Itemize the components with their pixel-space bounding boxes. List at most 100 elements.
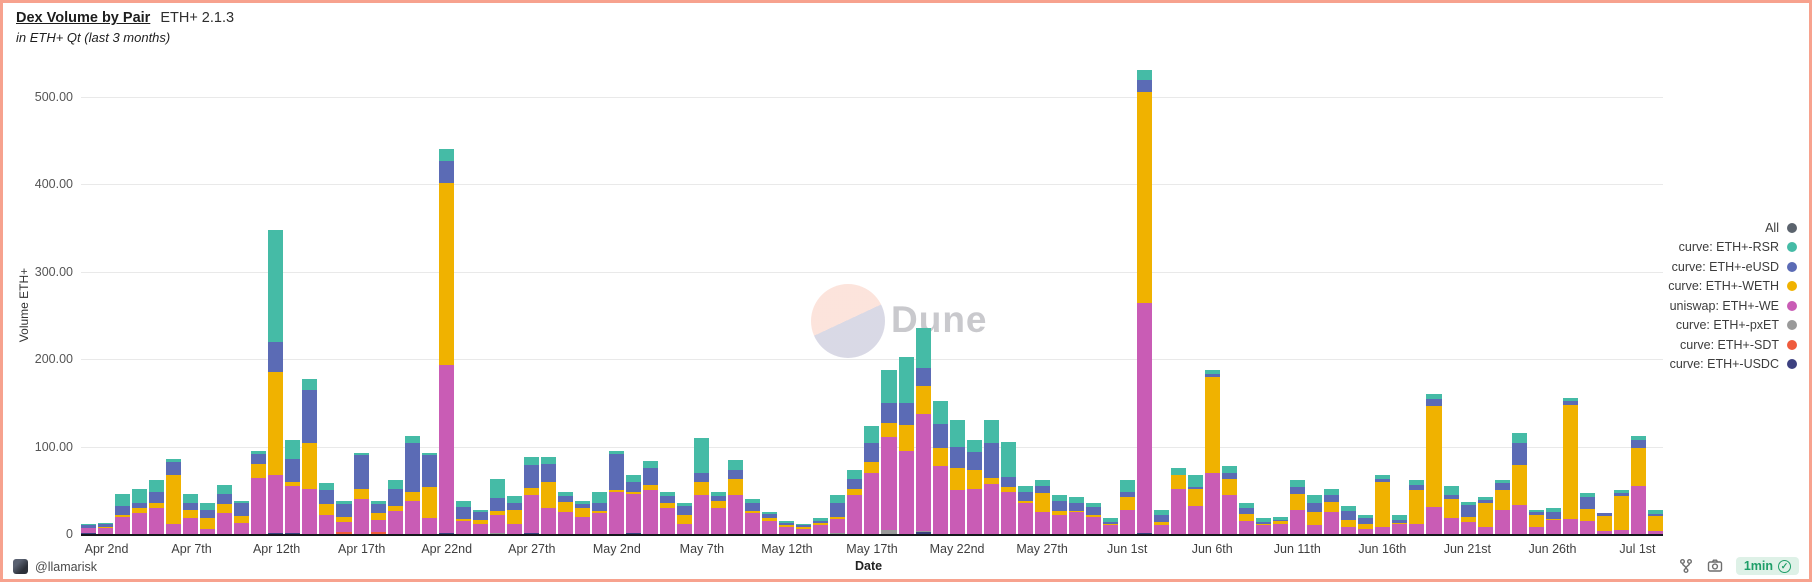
bar-jun-14[interactable] — [1341, 506, 1357, 534]
bar-may-30[interactable] — [1085, 503, 1101, 534]
bar-jun-25[interactable] — [1528, 509, 1544, 534]
bar-apr-14[interactable] — [302, 379, 318, 534]
bar-apr-12[interactable] — [268, 230, 284, 534]
bar-jun-27[interactable] — [1562, 398, 1578, 534]
bar-may-13[interactable] — [796, 523, 812, 534]
bar-may-7[interactable] — [694, 437, 710, 534]
bar-apr-24[interactable] — [472, 509, 488, 534]
refresh-interval-badge[interactable]: 1min ✓ — [1735, 557, 1799, 575]
bar-apr-10[interactable] — [234, 500, 250, 534]
bar-apr-11[interactable] — [251, 450, 267, 534]
bar-jun-13[interactable] — [1324, 488, 1340, 534]
bar-jun-16[interactable] — [1375, 474, 1391, 534]
bar-apr-4[interactable] — [132, 488, 148, 534]
bar-jun-21[interactable] — [1460, 501, 1476, 534]
bar-apr-20[interactable] — [404, 436, 420, 534]
bar-may-17[interactable] — [864, 426, 880, 534]
bar-apr-16[interactable] — [336, 500, 352, 534]
bar-may-5[interactable] — [660, 492, 676, 534]
bar-apr-18[interactable] — [370, 500, 386, 534]
bar-jun-24[interactable] — [1511, 433, 1527, 534]
legend-item-curve-eth-sdt[interactable]: curve: ETH+-SDT — [1668, 335, 1797, 355]
bar-may-23[interactable] — [966, 440, 982, 534]
legend-item-uniswap-eth-we[interactable]: uniswap: ETH+-WE — [1668, 296, 1797, 316]
bar-apr-1[interactable] — [81, 523, 97, 534]
bar-may-16[interactable] — [847, 470, 863, 534]
bar-may-2[interactable] — [608, 450, 624, 534]
bar-apr-15[interactable] — [319, 483, 335, 534]
bar-jun-8[interactable] — [1239, 503, 1255, 534]
bar-jun-4[interactable] — [1171, 468, 1187, 534]
legend-item-curve-eth-usdc[interactable]: curve: ETH+-USDC — [1668, 355, 1797, 375]
bar-apr-13[interactable] — [285, 439, 301, 534]
bar-apr-27[interactable] — [523, 457, 539, 534]
bar-apr-2[interactable] — [98, 522, 114, 534]
author-attribution[interactable]: @llamarisk — [13, 559, 97, 574]
bar-apr-19[interactable] — [387, 479, 403, 534]
bar-may-25[interactable] — [1000, 442, 1016, 534]
bar-apr-6[interactable] — [166, 458, 182, 534]
bar-may-31[interactable] — [1102, 518, 1118, 534]
camera-icon[interactable] — [1707, 558, 1723, 574]
bar-jun-10[interactable] — [1273, 516, 1289, 534]
bar-may-18[interactable] — [881, 369, 897, 534]
bar-may-9[interactable] — [728, 459, 744, 534]
bar-jun-18[interactable] — [1409, 479, 1425, 534]
bar-apr-23[interactable] — [455, 500, 471, 534]
bar-may-8[interactable] — [711, 492, 727, 534]
bar-jun-3[interactable] — [1153, 509, 1169, 534]
bar-apr-21[interactable] — [421, 452, 437, 534]
bar-may-21[interactable] — [932, 401, 948, 534]
bar-jun-5[interactable] — [1188, 474, 1204, 534]
bar-jun-29[interactable] — [1596, 513, 1612, 534]
bar-jun-30[interactable] — [1613, 490, 1629, 534]
bar-jun-7[interactable] — [1222, 465, 1238, 534]
bar-may-29[interactable] — [1068, 497, 1084, 534]
bar-jul-1[interactable] — [1630, 436, 1646, 534]
bar-may-10[interactable] — [745, 499, 761, 534]
bar-apr-22[interactable] — [438, 149, 454, 534]
bar-jul-2[interactable] — [1647, 510, 1663, 534]
bar-apr-17[interactable] — [353, 452, 369, 534]
bar-may-4[interactable] — [643, 460, 659, 534]
bar-apr-8[interactable] — [200, 502, 216, 534]
bar-jun-15[interactable] — [1358, 514, 1374, 534]
bar-jun-23[interactable] — [1494, 479, 1510, 534]
bar-jun-22[interactable] — [1477, 497, 1493, 534]
legend-item-curve-eth-rsr[interactable]: curve: ETH+-RSR — [1668, 238, 1797, 258]
bar-apr-9[interactable] — [217, 485, 233, 534]
bar-may-11[interactable] — [762, 512, 778, 534]
fork-icon[interactable] — [1678, 558, 1694, 574]
bar-may-20[interactable] — [915, 328, 931, 534]
bar-may-24[interactable] — [983, 420, 999, 534]
bar-jun-2[interactable] — [1136, 70, 1152, 534]
bar-may-1[interactable] — [591, 492, 607, 534]
chart-title-link[interactable]: Dex Volume by Pair — [16, 10, 151, 26]
bar-apr-29[interactable] — [557, 492, 573, 534]
bar-jun-12[interactable] — [1307, 494, 1323, 534]
bar-apr-3[interactable] — [115, 493, 131, 534]
bar-apr-30[interactable] — [574, 500, 590, 534]
legend-item-curve-eth-weth[interactable]: curve: ETH+-WETH — [1668, 277, 1797, 297]
bar-may-22[interactable] — [949, 420, 965, 534]
bar-may-27[interactable] — [1034, 479, 1050, 534]
bar-may-14[interactable] — [813, 518, 829, 534]
bar-may-15[interactable] — [830, 494, 846, 534]
bar-jun-28[interactable] — [1579, 492, 1595, 534]
bar-apr-26[interactable] — [506, 496, 522, 534]
bar-jun-6[interactable] — [1205, 369, 1221, 534]
bar-apr-25[interactable] — [489, 478, 505, 534]
bar-apr-5[interactable] — [149, 479, 165, 534]
bar-apr-28[interactable] — [540, 457, 556, 534]
bar-may-26[interactable] — [1017, 485, 1033, 534]
legend-item-curve-eth-pxet[interactable]: curve: ETH+-pxET — [1668, 316, 1797, 336]
bar-jun-26[interactable] — [1545, 507, 1561, 534]
legend-item-all[interactable]: All — [1668, 218, 1797, 238]
bar-apr-7[interactable] — [183, 493, 199, 534]
bar-may-12[interactable] — [779, 520, 795, 534]
bar-jun-9[interactable] — [1256, 518, 1272, 534]
bar-jun-11[interactable] — [1290, 479, 1306, 534]
bar-may-6[interactable] — [677, 503, 693, 534]
bar-jun-19[interactable] — [1426, 394, 1442, 534]
bar-may-19[interactable] — [898, 357, 914, 534]
